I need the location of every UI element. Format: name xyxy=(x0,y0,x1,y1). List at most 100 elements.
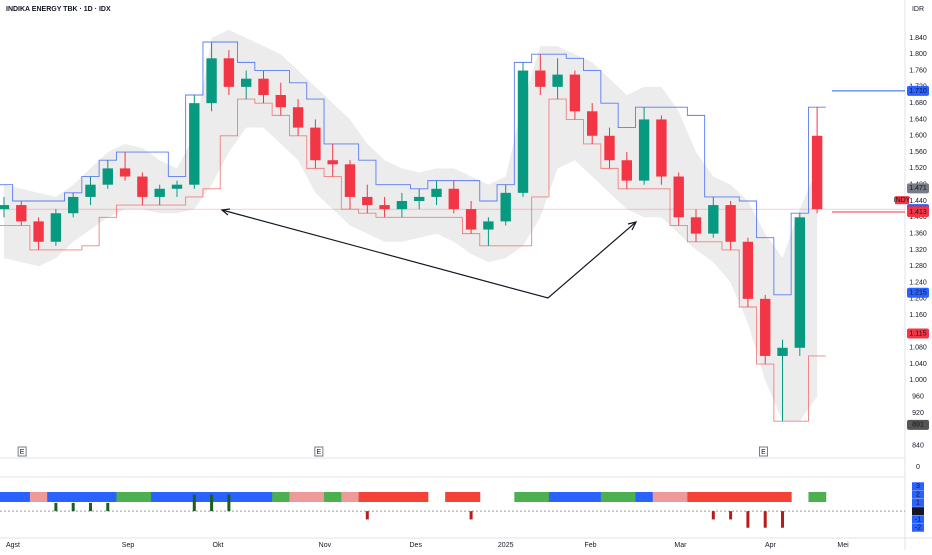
regime-cell xyxy=(306,492,325,502)
y-tick-label: 1.000 xyxy=(909,377,927,384)
candle-body xyxy=(604,135,615,161)
regime-cell xyxy=(618,492,636,502)
y-tick-label: 1.640 xyxy=(909,116,927,123)
event-label: E xyxy=(317,449,322,456)
price-label-bg xyxy=(907,85,929,96)
marks: 840 920 960 1.000 1.040 1.080 1.160 1.200 1.240 1… xyxy=(0,29,929,549)
regime-cell xyxy=(756,492,775,502)
y-tick-label: 1.320 xyxy=(909,247,927,254)
regime-cell xyxy=(600,492,619,502)
hist-tick-label: 2 xyxy=(916,491,920,498)
regime-cell xyxy=(375,492,394,502)
candle-body xyxy=(310,127,321,161)
candle-body xyxy=(725,205,736,242)
candle-body xyxy=(85,184,96,197)
candle-body xyxy=(379,205,390,210)
candle-body xyxy=(67,196,79,214)
price-label-bg xyxy=(907,287,929,298)
candle-body xyxy=(690,217,702,234)
hist-tick-label: 3 xyxy=(916,483,920,490)
candle-body xyxy=(275,94,286,108)
y-tick-label: 1.560 xyxy=(909,149,927,156)
x-tick-label: Apr xyxy=(765,542,777,549)
candle-body xyxy=(500,192,511,222)
x-tick-label: Agst xyxy=(6,542,20,549)
candle-body xyxy=(240,78,252,87)
regime-cell xyxy=(566,492,585,502)
candle-body xyxy=(448,188,459,210)
y-tick-label: 1.360 xyxy=(909,230,927,237)
regime-cell xyxy=(687,492,706,502)
regime-cell xyxy=(237,492,256,502)
regime-cell xyxy=(29,492,48,502)
hist-tick-label: 1 xyxy=(916,500,920,507)
regime-cell xyxy=(548,492,567,502)
candle-body xyxy=(569,74,581,112)
candle-body xyxy=(258,78,269,95)
y-tick-label: 1.440 xyxy=(909,198,927,205)
hist-bar xyxy=(106,502,110,512)
regime-cell xyxy=(652,492,671,502)
regime-cell xyxy=(808,492,827,502)
hist-tick-label: -1 xyxy=(915,516,921,523)
x-tick-label: Des xyxy=(410,542,423,549)
pane-label: 0 xyxy=(916,464,920,471)
price-label-bg xyxy=(907,419,929,430)
candle-body xyxy=(794,217,806,348)
event-marker xyxy=(17,446,27,457)
regime-cell xyxy=(324,492,342,502)
regime-cell xyxy=(739,492,758,502)
hist-tick-bg xyxy=(912,490,924,499)
candle-body xyxy=(50,213,62,242)
regime-cell xyxy=(583,492,602,502)
price-label: 1.215 xyxy=(909,290,927,297)
candle-body xyxy=(223,58,235,87)
regime-cell xyxy=(514,492,533,502)
price-label: 1.471 xyxy=(909,185,927,192)
candle-body xyxy=(0,205,10,210)
candle-body xyxy=(587,111,598,136)
candle-body xyxy=(552,74,563,87)
regime-cell xyxy=(116,492,135,502)
regime-cell xyxy=(272,492,290,502)
chart-title: INDIKA ENERGY TBK · 1D · IDX xyxy=(6,6,111,13)
hist-bar xyxy=(192,494,196,512)
hist-tick-label: -2 xyxy=(915,525,921,532)
candle-body xyxy=(292,107,304,128)
regime-cell xyxy=(635,492,654,502)
y-tick-label: 1.600 xyxy=(909,133,927,140)
y-tick-label: 1.080 xyxy=(909,345,927,352)
event-marker xyxy=(314,446,324,457)
price-label: 1.710 xyxy=(909,88,927,95)
x-tick-label: Sep xyxy=(122,542,135,549)
candle-body xyxy=(396,200,408,210)
hist-bar xyxy=(711,511,715,520)
annotation-arrow xyxy=(220,208,638,299)
event-label: E xyxy=(761,449,766,456)
candle-body xyxy=(154,188,165,197)
y-tick-label: 1.160 xyxy=(909,312,927,319)
regime-cell xyxy=(462,492,481,502)
candle-body xyxy=(33,221,44,242)
candle-body xyxy=(119,168,131,177)
hist-tick-bg xyxy=(912,523,924,532)
hist-bar xyxy=(227,494,231,512)
candle-body xyxy=(344,164,356,197)
hist-bar xyxy=(729,511,733,520)
regime-cell xyxy=(341,492,360,502)
regime-cell xyxy=(168,492,187,502)
candle-body xyxy=(483,221,494,230)
price-label: 1.115 xyxy=(910,330,927,337)
candle-body xyxy=(171,184,183,189)
hist-tick-bg xyxy=(912,507,924,516)
regime-cell xyxy=(151,492,169,502)
y-tick-label: 1.840 xyxy=(909,35,927,42)
candle-body xyxy=(760,298,771,356)
regime-cell xyxy=(99,492,117,502)
y-tick-label: 1.760 xyxy=(909,67,927,74)
y-tick-label: 1.280 xyxy=(909,263,927,270)
hist-tick-bg xyxy=(912,515,924,524)
